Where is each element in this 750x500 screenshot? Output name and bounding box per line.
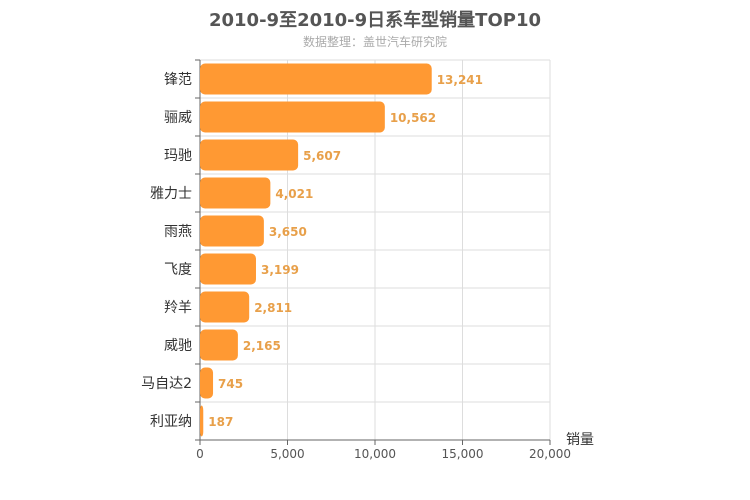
bar: [200, 367, 214, 399]
y-tick-label: 马自达2: [141, 376, 192, 392]
bar: [200, 139, 299, 171]
y-tick-label: 玛驰: [164, 148, 192, 164]
data-label: 745: [218, 377, 243, 391]
chart-subtitle: 数据整理：盖世汽车研究院: [302, 35, 447, 49]
y-tick-label: 锋范: [164, 71, 192, 88]
x-tick-label: 0: [196, 447, 204, 461]
y-tick-label: 骊威: [164, 110, 192, 126]
data-label: 10,562: [390, 111, 436, 125]
x-tick-label: 5,000: [270, 447, 304, 461]
y-tick-label: 飞度: [164, 262, 192, 278]
y-tick-label: 羚羊: [164, 300, 192, 316]
y-tick-label: 雨燕: [164, 224, 192, 240]
y-tick-label: 威驰: [164, 338, 192, 354]
bar: [200, 253, 256, 285]
data-label: 13,241: [437, 73, 483, 87]
bar: [200, 101, 385, 133]
y-tick-label: 雅力士: [150, 186, 192, 202]
bar: [200, 291, 250, 323]
data-label: 4,021: [275, 187, 313, 201]
x-tick-label: 15,000: [442, 447, 484, 461]
data-label: 187: [208, 415, 233, 429]
bar: [200, 63, 432, 95]
y-tick-label: 利亚纳: [150, 414, 192, 430]
chart-title: 2010-9至2010-9日系车型销量TOP10: [208, 10, 541, 31]
x-tick-label: 10,000: [354, 447, 396, 461]
x-axis-title: 销量: [566, 432, 594, 448]
bar: [200, 215, 264, 247]
data-label: 5,607: [303, 149, 341, 163]
data-label: 2,811: [254, 301, 292, 315]
bar: [200, 329, 238, 361]
bar: [200, 405, 204, 437]
data-label: 3,199: [261, 263, 299, 277]
bar: [200, 177, 271, 209]
data-label: 2,165: [243, 339, 281, 353]
x-tick-label: 20,000: [529, 447, 571, 461]
data-label: 3,650: [269, 225, 307, 239]
